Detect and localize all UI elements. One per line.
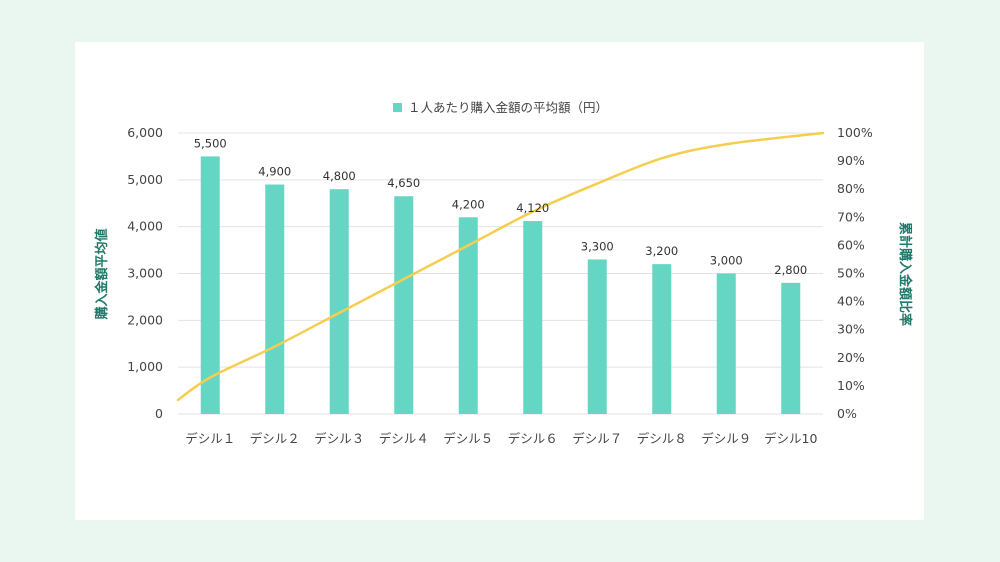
data-label: 3,200	[645, 244, 678, 258]
data-label: 5,500	[194, 136, 227, 150]
right-axis-title: 累計購入金額比率	[897, 222, 913, 326]
chart-svg: １人あたり購入金額の平均額（円） 5,500 4,900 4,800 4,650 4,2…	[94, 100, 913, 446]
legend: １人あたり購入金額の平均額（円）	[393, 100, 608, 115]
bar	[200, 156, 220, 414]
category-label: デシル２	[250, 431, 300, 446]
right-tick-label: 70%	[837, 209, 865, 224]
bar	[716, 273, 736, 414]
bar	[265, 184, 285, 414]
category-label: デシル４	[379, 431, 429, 446]
bar	[458, 217, 478, 414]
legend-swatch	[393, 103, 402, 112]
left-axis-ticks: 0 1,000 2,000 3,000 4,000 5,000 6,000	[127, 125, 163, 421]
category-label: デシル３	[314, 431, 364, 446]
bar	[781, 282, 801, 414]
data-label: 3,300	[581, 239, 614, 253]
data-labels: 5,500 4,900 4,800 4,650 4,200 4,120 3,300 3,200…	[194, 136, 807, 276]
cumulative-line-path	[176, 131, 825, 402]
data-label: 4,120	[516, 201, 549, 215]
data-label: 4,900	[258, 165, 291, 179]
category-label: デシル１	[185, 431, 235, 446]
category-axis-ticks: デシル１ デシル２ デシル３ デシル４ デシル５ デシル６ デシル７ デシル８ デシル９ デシル1…	[185, 431, 817, 446]
data-label: 4,650	[387, 176, 420, 190]
bars	[200, 156, 801, 414]
data-label: 4,800	[323, 169, 356, 183]
right-tick-label: 20%	[837, 350, 865, 365]
left-axis-title: 購入金額平均値	[94, 228, 110, 320]
left-tick-label: 5,000	[127, 172, 163, 187]
legend-label: １人あたり購入金額の平均額（円）	[408, 100, 608, 115]
category-label: デシル５	[443, 431, 493, 446]
left-tick-label: 1,000	[127, 359, 163, 374]
data-label: 3,000	[710, 254, 743, 268]
category-label: デシル６	[508, 431, 558, 446]
left-tick-label: 2,000	[127, 312, 163, 327]
right-tick-label: 30%	[837, 322, 865, 337]
bar	[587, 259, 607, 414]
right-tick-label: 60%	[837, 237, 865, 252]
category-label: デシル９	[701, 431, 751, 446]
right-tick-label: 40%	[837, 294, 865, 309]
category-label: デシル８	[637, 431, 687, 446]
right-tick-label: 80%	[837, 181, 865, 196]
right-tick-label: 100%	[837, 125, 873, 140]
right-tick-label: 90%	[837, 153, 865, 168]
bar	[329, 189, 349, 414]
bar	[523, 221, 543, 414]
left-tick-label: 6,000	[127, 125, 163, 140]
data-label: 2,800	[774, 263, 807, 277]
bar	[394, 196, 414, 414]
right-tick-label: 50%	[837, 266, 865, 281]
right-axis-ticks: 0% 10% 20% 30% 40% 50% 60% 70% 80% 90% 100%	[837, 125, 873, 421]
right-tick-label: 10%	[837, 378, 865, 393]
left-tick-label: 3,000	[127, 266, 163, 281]
cumulative-line	[176, 131, 825, 402]
right-tick-label: 0%	[837, 406, 857, 421]
left-tick-label: 0	[155, 406, 163, 421]
category-label: デシル７	[572, 431, 622, 446]
chart-card: １人あたり購入金額の平均額（円） 5,500 4,900 4,800 4,650 4,2…	[75, 42, 924, 520]
grid-lines	[178, 132, 823, 415]
category-label: デシル10	[764, 431, 817, 446]
bar	[652, 264, 672, 414]
left-tick-label: 4,000	[127, 219, 163, 234]
data-label: 4,200	[452, 197, 485, 211]
